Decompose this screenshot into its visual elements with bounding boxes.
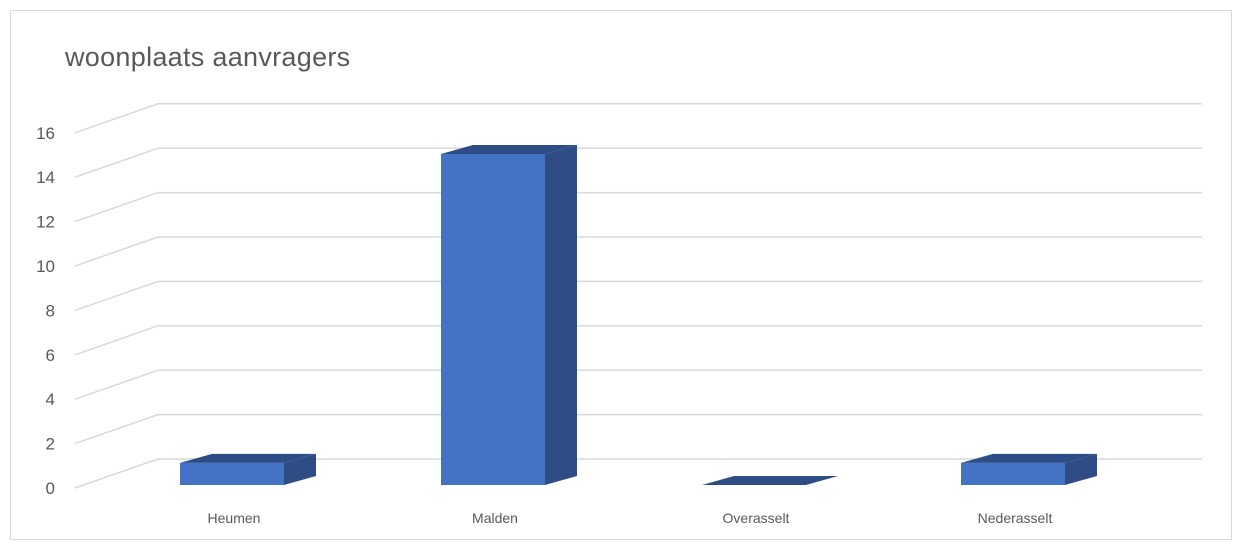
gridline [74, 325, 1202, 356]
y-axis-ticks: 0 2 4 6 8 10 12 14 16 [36, 124, 55, 498]
bar-front [961, 462, 1065, 485]
gridline [74, 413, 1202, 445]
gridline [74, 147, 1202, 178]
gridline [74, 280, 1202, 312]
bar-overasselt [702, 476, 838, 485]
gridline [74, 458, 1202, 489]
bar-top [180, 453, 316, 463]
chart-title: woonplaats aanvragers [65, 42, 351, 72]
y-tick-label: 2 [46, 435, 55, 454]
y-tick-label: 14 [36, 168, 55, 187]
bars [180, 145, 1097, 485]
gridline [74, 236, 1202, 267]
bar-nederasselt [961, 453, 1097, 485]
x-category-label: Nederasselt [978, 510, 1053, 526]
gridline [74, 191, 1202, 223]
bar-front [441, 154, 545, 485]
x-category-label: Malden [472, 510, 518, 526]
gridlines [74, 103, 1202, 489]
x-axis-labels: Heumen Malden Overasselt Nederasselt [208, 510, 1053, 526]
y-tick-label: 12 [36, 213, 55, 232]
y-tick-label: 8 [46, 301, 55, 320]
gridline [74, 369, 1202, 400]
y-tick-label: 6 [46, 346, 55, 365]
bar-top [702, 476, 838, 485]
bar-side [284, 453, 316, 485]
y-tick-label: 0 [46, 479, 55, 498]
bar-front [180, 462, 284, 485]
x-category-label: Heumen [208, 510, 261, 526]
y-tick-label: 4 [46, 390, 55, 409]
bar-top [441, 145, 577, 154]
bar-top [961, 453, 1097, 463]
bar-malden [441, 145, 577, 485]
y-tick-label: 16 [36, 124, 55, 143]
y-tick-label: 10 [36, 257, 55, 276]
bar-heumen [180, 453, 316, 485]
x-category-label: Overasselt [723, 510, 790, 526]
chart-frame [10, 10, 1232, 540]
bar-side [545, 145, 577, 485]
bar-side [1065, 453, 1097, 485]
gridline [74, 103, 1202, 134]
